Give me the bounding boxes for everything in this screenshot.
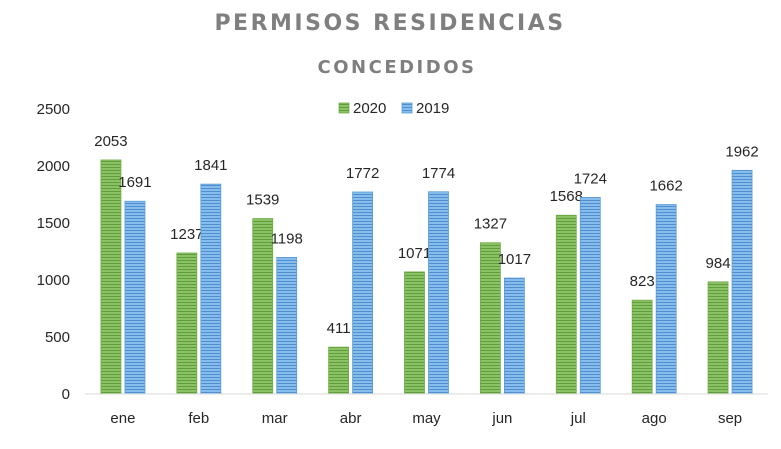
legend-swatch-2019 (401, 102, 413, 114)
plot-area: 2053 1691 1237 1841 1539 1198 411 1772 1071 1774 1… (94, 133, 759, 395)
bar-2019-jul (579, 197, 601, 395)
bar-2019-jun (503, 277, 525, 395)
data-label-2020-may: 1071 (398, 245, 431, 262)
x-tick-label: may (412, 410, 441, 427)
bar-2019-mar (276, 257, 298, 395)
bar-2020-feb (176, 252, 198, 395)
x-tick-label: ene (110, 410, 135, 427)
y-tick-label: 500 (45, 329, 70, 346)
bar-2019-feb (200, 183, 222, 395)
x-tick-label: ago (642, 410, 667, 427)
data-label-2019-may: 1774 (422, 165, 455, 182)
data-label-2019-jun: 1017 (498, 251, 531, 268)
bar-2020-abr (328, 346, 350, 395)
legend-label-2019: 2019 (416, 100, 449, 117)
data-label-2019-jul: 1724 (574, 170, 607, 187)
bar-2019-abr (352, 191, 374, 395)
legend-swatch-2020 (338, 102, 350, 114)
bar-2020-ago (631, 299, 653, 395)
y-tick-label: 2000 (37, 158, 70, 175)
data-label-2020-jul: 1568 (550, 188, 583, 205)
data-label-2019-ago: 1662 (649, 178, 682, 195)
x-tick-label: jul (570, 410, 586, 427)
x-axis: ene feb mar abr may jun jul ago sep (110, 410, 742, 427)
bar-2020-jul (555, 214, 577, 395)
chart-title: PERMISOS RESIDENCIAS (214, 11, 565, 36)
y-axis: 0 500 1000 1500 2000 2500 (37, 101, 70, 403)
bar-2020-ene (100, 159, 122, 395)
data-label-2020-ago: 823 (630, 273, 655, 290)
data-label-2020-abr: 411 (327, 320, 351, 337)
data-label-2020-ene: 2053 (94, 133, 127, 150)
bar-2020-may (404, 271, 425, 395)
data-label-2019-abr: 1772 (346, 165, 379, 182)
data-label-2019-sep: 1962 (725, 143, 758, 160)
x-tick-label: sep (718, 410, 742, 427)
data-label-2019-mar: 1198 (271, 230, 303, 247)
chart-subtitle: CONCEDIDOS (318, 57, 477, 78)
data-label-2020-sep: 984 (706, 255, 731, 272)
data-label-2020-jun: 1327 (474, 216, 507, 233)
y-tick-label: 1000 (37, 272, 70, 289)
data-label-2020-feb: 1237 (170, 226, 203, 243)
bar-2019-ene (124, 200, 146, 395)
bar-2019-ago (655, 204, 677, 395)
x-tick-label: abr (340, 410, 362, 427)
bar-2020-sep (707, 281, 729, 395)
bar-2019-sep (731, 169, 753, 395)
y-tick-label: 2500 (37, 101, 70, 118)
data-label-2019-feb: 1841 (194, 157, 227, 174)
x-tick-label: feb (188, 410, 209, 427)
x-tick-label: mar (262, 410, 288, 427)
y-tick-label: 1500 (37, 215, 70, 232)
y-tick-label: 0 (62, 386, 70, 403)
x-tick-label: jun (491, 410, 512, 427)
data-label-2020-mar: 1539 (246, 192, 279, 209)
legend: 2020 2019 (338, 100, 449, 117)
bar-2019-may (428, 191, 449, 395)
data-label-2019-ene: 1691 (118, 174, 151, 191)
legend-label-2020: 2020 (353, 100, 386, 117)
